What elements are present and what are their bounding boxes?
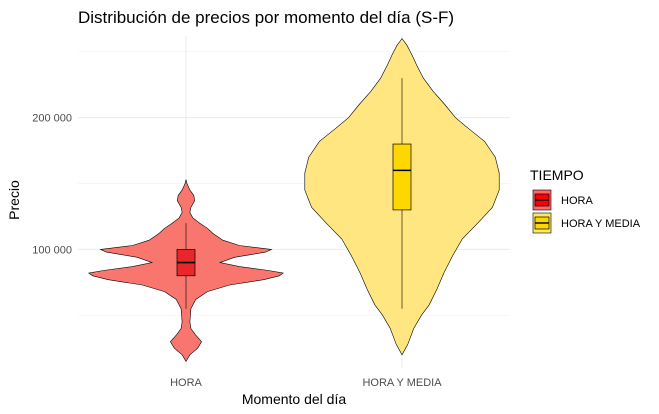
axis-ticks: 100 000 200 000 HORA HORA Y MEDIA [32,113,442,389]
x-axis-title: Momento del día [242,391,346,407]
x-tick-label: HORA Y MEDIA [362,377,442,389]
legend-title: TIEMPO [530,167,584,183]
legend: TIEMPO HORA HORA Y MEDIA [530,167,641,234]
y-tick-label: 100 000 [32,244,72,256]
box-iqr [392,143,412,211]
y-tick-label: 200 000 [32,113,72,125]
chart-title: Distribución de precios por momento del … [78,8,454,27]
violin-marks [88,38,500,362]
x-tick-label: HORA [170,377,202,389]
y-axis-title: Precio [6,180,22,220]
legend-label: HORA [561,195,593,207]
legend-label: HORA Y MEDIA [561,218,641,230]
